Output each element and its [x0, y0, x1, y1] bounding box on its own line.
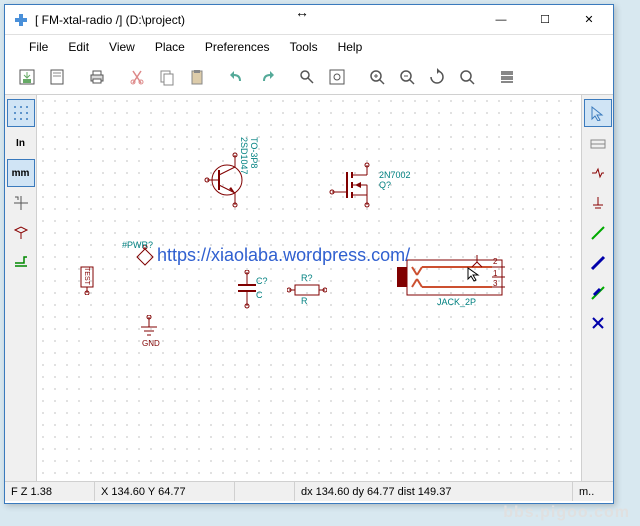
left-toolbar: In mm [5, 95, 37, 481]
maximize-button[interactable]: ☐ [523, 6, 567, 34]
gnd-component[interactable]: GND [137, 315, 161, 345]
window-controls: — ☐ ✕ [479, 6, 611, 34]
transistor-val: TO-3P8 [249, 137, 259, 168]
cap-val: C [256, 290, 263, 300]
jack-pin3: 3 [493, 279, 497, 288]
grid-button[interactable] [7, 99, 35, 127]
jack-component[interactable]: JACK_2P 2 1 3 [397, 255, 507, 305]
minimize-button[interactable]: — [479, 6, 523, 34]
menu-view[interactable]: View [101, 38, 143, 56]
titlebar: [ FM-xtal-radio /] (D:\project) ↔ — ☐ ✕ [5, 5, 613, 35]
pwr-label: #PWR? [122, 240, 153, 250]
mosfet-ref: 2N7002 [379, 170, 411, 180]
menu-tools[interactable]: Tools [282, 38, 326, 56]
zoom-in-button[interactable] [363, 63, 391, 91]
print-button[interactable] [83, 63, 111, 91]
close-button[interactable]: ✕ [567, 6, 611, 34]
status-dist: dx 134.60 dy 64.77 dist 149.37 [295, 482, 573, 501]
resistor-component[interactable]: R? R [287, 275, 327, 305]
units-mm-button[interactable]: mm [7, 159, 35, 187]
place-bus-tool[interactable] [584, 249, 612, 277]
highlight-net-tool[interactable] [584, 129, 612, 157]
window-title: [ FM-xtal-radio /] (D:\project) [35, 13, 479, 27]
select-tool[interactable] [584, 99, 612, 127]
status-zoom: F Z 1.38 [5, 482, 95, 501]
menu-place[interactable]: Place [147, 38, 193, 56]
capacitor-component[interactable]: C? C [232, 270, 262, 310]
page-watermark: bbs.pigoo.com [503, 504, 630, 522]
place-power-tool[interactable] [584, 189, 612, 217]
jack-ref: JACK_2P [437, 297, 476, 307]
menu-file[interactable]: File [21, 38, 56, 56]
library-button[interactable] [493, 63, 521, 91]
save-button[interactable] [13, 63, 41, 91]
paste-button[interactable] [183, 63, 211, 91]
res-ref: R? [301, 273, 313, 283]
status-empty [235, 482, 295, 501]
statusbar: F Z 1.38 X 134.60 Y 64.77 dx 134.60 dy 6… [5, 481, 613, 501]
zoom-fit-button[interactable] [323, 63, 351, 91]
res-val: R [301, 296, 308, 306]
place-component-tool[interactable] [584, 159, 612, 187]
status-mode: m.. [573, 482, 613, 501]
find-button[interactable] [293, 63, 321, 91]
jack-pin1: 1 [493, 269, 497, 278]
pin-icon: ↔ [295, 4, 309, 20]
menu-help[interactable]: Help [330, 38, 371, 56]
workarea: In mm [5, 95, 613, 481]
app-window: [ FM-xtal-radio /] (D:\project) ↔ — ☐ ✕ … [4, 4, 614, 504]
place-wire-tool[interactable] [584, 219, 612, 247]
cap-ref: C? [256, 276, 268, 286]
right-toolbar [581, 95, 613, 481]
mosfet-component[interactable]: 2N7002 Q? [327, 160, 387, 210]
menu-edit[interactable]: Edit [60, 38, 97, 56]
test-component[interactable]: TEST [77, 265, 97, 295]
transistor-ref: 2SD1047 [239, 137, 249, 175]
copy-button[interactable] [153, 63, 181, 91]
gnd-label: GND [142, 339, 160, 348]
undo-button[interactable] [223, 63, 251, 91]
zoom-redraw-button[interactable] [423, 63, 451, 91]
transistor-component[interactable]: 2SD1047 TO-3P8 [197, 145, 257, 215]
redo-button[interactable] [253, 63, 281, 91]
app-icon [13, 12, 29, 28]
schematic-canvas[interactable]: 2SD1047 TO-3P8 [37, 95, 581, 481]
units-in-button[interactable]: In [7, 129, 35, 157]
main-toolbar [5, 59, 613, 95]
mosfet-des: Q? [379, 180, 391, 190]
menubar: File Edit View Place Preferences Tools H… [5, 35, 613, 59]
menu-preferences[interactable]: Preferences [197, 38, 278, 56]
place-noconnect-tool[interactable] [584, 309, 612, 337]
hidden-pins-button[interactable] [7, 219, 35, 247]
cursor-shape-button[interactable] [7, 189, 35, 217]
watermark-text: https://xiaolaba.wordpress.com/ [157, 245, 410, 266]
zoom-auto-button[interactable] [453, 63, 481, 91]
place-bus-entry-tool[interactable] [584, 279, 612, 307]
test-label: TEST [83, 267, 90, 285]
cut-button[interactable] [123, 63, 151, 91]
bus-direction-button[interactable] [7, 249, 35, 277]
jack-pin2: 2 [493, 257, 497, 266]
status-xy: X 134.60 Y 64.77 [95, 482, 235, 501]
zoom-out-button[interactable] [393, 63, 421, 91]
cursor-icon [467, 267, 483, 283]
sheet-settings-button[interactable] [43, 63, 71, 91]
